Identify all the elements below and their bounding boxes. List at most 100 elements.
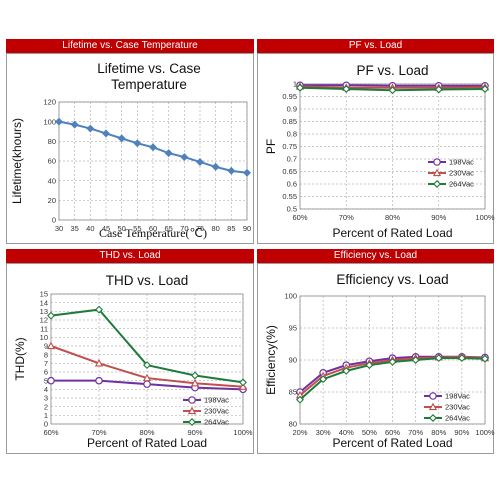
legend-marker-230vac — [428, 402, 438, 411]
y-tick-label: 0.95 — [282, 92, 297, 101]
lifetime-panel: Lifetime vs. Case Temperature 0 20 40 60 80 1… — [6, 39, 254, 244]
x-tick-label: 50% — [362, 428, 377, 437]
data-point-264vac — [47, 311, 55, 320]
data-point-264vac — [95, 305, 103, 314]
legend-marker-198vac — [188, 396, 196, 404]
y-tick-label: 14 — [40, 298, 48, 307]
y-tick-label: 0.8 — [287, 130, 297, 139]
x-tick-label: 80% — [385, 213, 400, 222]
y-tick-label: 13 — [40, 307, 48, 316]
data-point-264vac — [434, 85, 443, 94]
y-tick-label: 20 — [48, 196, 56, 205]
pf-panel: PF vs. Load 0.5 0.55 0.6 0.65 0.7 0.75 0.8 0.85… — [257, 39, 495, 244]
y-tick-label: 60 — [48, 157, 56, 166]
y-tick-label: 120 — [43, 98, 56, 107]
x-axis-label: Percent of Rated Load — [332, 436, 452, 450]
data-point-264vac — [481, 354, 489, 363]
x-tick-label: 60 — [149, 224, 157, 233]
x-tick-label: 70% — [91, 428, 106, 437]
data-point-264vac — [239, 378, 247, 387]
efficiency-panel: Efficiency vs. Load 80 85 90 95 100 20% 30% 40%… — [257, 249, 495, 454]
data-point-198vac — [95, 376, 103, 385]
y-axis-label: THD(%) — [13, 337, 27, 380]
x-tick-label: 90% — [454, 428, 469, 437]
legend-marker-264vac — [188, 418, 196, 426]
data-point-230vac — [190, 378, 200, 387]
x-tick-label: 80% — [431, 428, 446, 437]
x-tick-label: 40 — [86, 224, 94, 233]
lifetime-chart: 0 20 40 60 80 100 120 30 35 40 45 50 55 60 65 70 75 80 85 9… — [10, 61, 251, 240]
data-point-264vac — [319, 375, 328, 384]
x-tick-label: 60% — [385, 428, 400, 437]
y-tick-label: 6 — [44, 368, 48, 377]
chart-title: Temperature — [111, 77, 187, 92]
data-point-lifetime — [102, 129, 110, 138]
x-axis-label: Percent of Rated Load — [87, 436, 207, 450]
legend-marker-198vac — [433, 158, 441, 166]
data-point-lifetime — [70, 120, 79, 129]
x-tick-label: 100% — [475, 213, 495, 222]
data-point-lifetime — [55, 117, 63, 126]
legend-label-264vac: 264Vac — [204, 418, 229, 427]
legend-marker-264vac — [429, 414, 437, 422]
data-point-264vac — [342, 366, 351, 375]
y-tick-label: 0.85 — [282, 117, 297, 126]
y-tick-label: 0.6 — [287, 180, 297, 189]
efficiency-chart: 80 85 90 95 100 20% 30% 40% 50% 60% 70% 80% 90% 100% E… — [264, 272, 495, 450]
legend-label-230vac: 230Vac — [449, 169, 474, 178]
chart-title: PF vs. Load — [356, 63, 428, 78]
legend-label-230vac: 230Vac — [204, 407, 229, 416]
y-tick-label: 9 — [44, 342, 48, 351]
y-tick-label: 15 — [40, 290, 48, 299]
legend-label-198vac: 198Vac — [445, 392, 470, 401]
y-tick-label: 0.7 — [287, 155, 297, 164]
x-tick-label: 90% — [187, 428, 202, 437]
data-point-lifetime — [86, 124, 95, 133]
x-tick-label: 30% — [316, 428, 331, 437]
x-tick-label: 65 — [164, 224, 172, 233]
data-point-264vac — [191, 371, 199, 380]
y-tick-label: 3 — [44, 394, 48, 403]
y-tick-label: 10 — [40, 333, 48, 342]
y-tick-label: 0.5 — [287, 205, 297, 214]
data-point-230vac — [46, 341, 56, 350]
legend-label-198vac: 198Vac — [449, 158, 474, 167]
data-point-264vac — [143, 361, 151, 370]
y-tick-label: 1 — [293, 80, 297, 89]
legend-label-264vac: 264Vac — [449, 180, 474, 189]
legend-label-230vac: 230Vac — [445, 403, 470, 412]
x-tick-label: 100% — [233, 428, 253, 437]
data-point-198vac — [143, 380, 151, 388]
x-tick-label: 90 — [243, 224, 251, 233]
data-point-264vac — [411, 356, 420, 364]
lifetime-banner: Lifetime vs. Case Temperature — [6, 39, 254, 53]
data-point-lifetime — [133, 139, 142, 148]
x-tick-label: 80 — [211, 224, 219, 233]
x-tick-label: 75 — [196, 224, 204, 233]
data-point-lifetime — [180, 153, 189, 162]
x-axis-label: Case Temperature(℃) — [99, 226, 207, 240]
y-tick-label: 80 — [48, 137, 56, 146]
data-point-264vac — [388, 86, 397, 95]
y-tick-label: 0 — [52, 216, 56, 225]
data-point-lifetime — [196, 158, 204, 166]
x-tick-label: 80% — [139, 428, 154, 437]
y-tick-label: 95 — [289, 324, 297, 333]
x-tick-label: 90% — [431, 213, 446, 222]
lifetime-chart-frame: 0 20 40 60 80 100 120 30 35 40 45 50 55 60 65 70 75 80 85 9… — [6, 53, 254, 244]
data-point-264vac — [296, 395, 304, 404]
chart-title: Efficiency vs. Load — [336, 272, 448, 287]
y-tick-label: 90 — [289, 356, 297, 365]
plot-area-border — [58, 101, 248, 221]
data-point-264vac — [342, 85, 351, 93]
efficiency-chart-frame: 80 85 90 95 100 20% 30% 40% 50% 60% 70% 80% 90% 100% E… — [257, 263, 495, 454]
y-tick-label: 0 — [44, 420, 48, 429]
data-point-230vac — [238, 382, 248, 390]
x-tick-label: 85 — [227, 224, 235, 233]
chart-title: Lifetime vs. Case — [97, 61, 201, 76]
y-axis-label: Lifetime(khours) — [10, 118, 24, 204]
x-tick-label: 30 — [55, 224, 63, 233]
x-tick-label: 60% — [292, 213, 307, 222]
y-tick-label: 0.55 — [282, 192, 297, 201]
y-tick-label: 100 — [43, 117, 56, 126]
